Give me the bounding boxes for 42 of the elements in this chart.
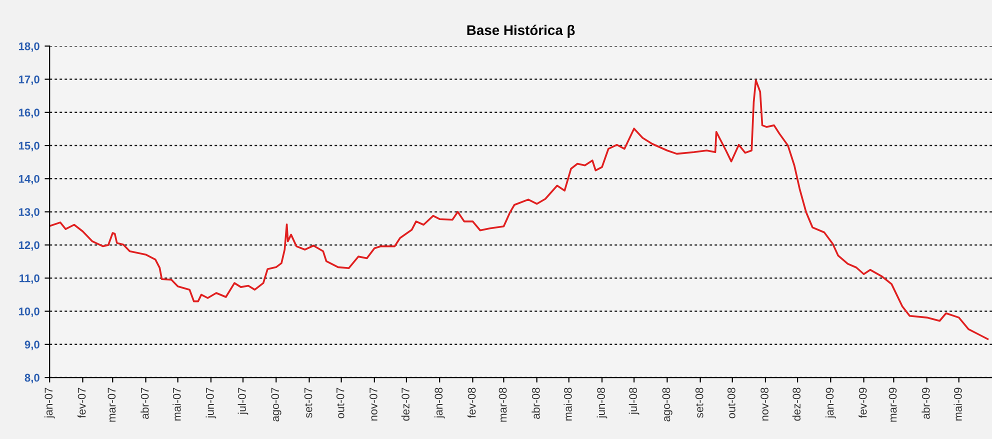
x-tick-label: mar-09 bbox=[888, 388, 897, 422]
y-tick-label: 10,0 bbox=[18, 308, 40, 317]
chart-title: Base Histórica β bbox=[467, 24, 575, 38]
x-tick-label: mar-07 bbox=[108, 388, 116, 422]
x-tick-label: ago-08 bbox=[662, 388, 672, 422]
x-tick-label: set-07 bbox=[304, 388, 312, 418]
x-tick-label: out-08 bbox=[727, 388, 736, 418]
x-tick-label: fev-07 bbox=[78, 388, 86, 418]
x-tick-label: jan-09 bbox=[825, 388, 836, 418]
x-tick-label: jul-08 bbox=[628, 388, 640, 415]
x-tick-label: dez-08 bbox=[792, 388, 801, 421]
y-tick-label: 17,0 bbox=[18, 76, 40, 85]
x-tick-label: fev-09 bbox=[858, 388, 867, 418]
y-tick-label: 18,0 bbox=[18, 42, 40, 52]
x-tick-label: abr-08 bbox=[532, 388, 540, 419]
y-tick-label: 13,0 bbox=[18, 208, 40, 218]
y-tick-label: 12,0 bbox=[18, 241, 40, 251]
y-tick-label: 14,0 bbox=[18, 174, 40, 184]
y-tick-label: 15,0 bbox=[18, 142, 40, 152]
x-tick-label: jun-07 bbox=[206, 388, 216, 418]
x-tick-label: fev-08 bbox=[468, 388, 476, 418]
x-tick-label: mai-09 bbox=[954, 388, 962, 420]
x-tick-label: mar-08 bbox=[498, 388, 507, 422]
x-tick-label: mai-08 bbox=[564, 388, 572, 420]
x-tick-label: jan-07 bbox=[44, 388, 55, 418]
x-tick-label: nov-08 bbox=[760, 388, 768, 420]
y-tick-label: 11,0 bbox=[20, 274, 40, 284]
x-tick-label: out-07 bbox=[336, 388, 344, 418]
x-tick-label: abr-07 bbox=[140, 388, 149, 419]
x-tick-label: jan-08 bbox=[434, 388, 445, 418]
line-series bbox=[50, 79, 989, 340]
y-tick-label: 8,0 bbox=[24, 374, 40, 384]
x-tick-label: mai-07 bbox=[172, 388, 181, 420]
y-tick-label: 16,0 bbox=[18, 108, 40, 118]
x-tick-label: ago-07 bbox=[271, 388, 282, 422]
x-tick-label: nov-07 bbox=[370, 388, 378, 420]
x-tick-label: set-08 bbox=[695, 388, 704, 418]
x-tick-label: jul-07 bbox=[238, 388, 248, 415]
x-tick-label: dez-07 bbox=[401, 388, 410, 421]
y-tick-label: 9,0 bbox=[24, 340, 40, 350]
x-tick-label: abr-09 bbox=[922, 388, 930, 419]
x-tick-label: jun-08 bbox=[596, 388, 608, 418]
